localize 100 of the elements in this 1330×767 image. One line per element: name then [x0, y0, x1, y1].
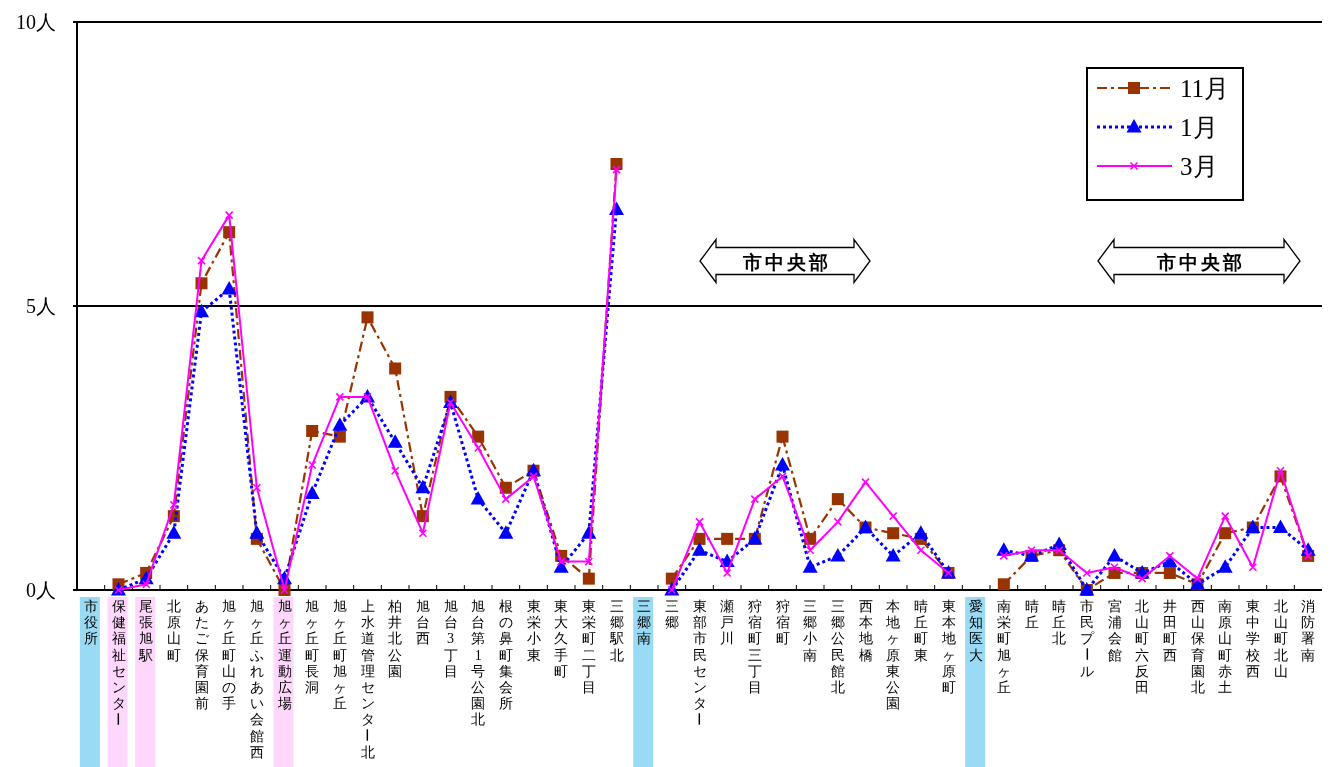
- x-tick-label: 旭ヶ丘町旭ヶ丘: [332, 599, 347, 712]
- x-tick-label: 東中学校西: [1244, 599, 1260, 679]
- point: [304, 485, 320, 499]
- point: [693, 532, 706, 545]
- x-tick-label: 市役所: [83, 599, 98, 647]
- point: [1248, 562, 1258, 572]
- point: [997, 578, 1010, 591]
- point: [999, 551, 1009, 561]
- point: [830, 547, 846, 562]
- point: [197, 256, 206, 265]
- point: [888, 511, 898, 521]
- point: [1163, 566, 1176, 579]
- point: [473, 443, 483, 453]
- point: [307, 460, 317, 470]
- point: [1220, 511, 1230, 521]
- point: [249, 525, 265, 539]
- point: [332, 417, 348, 431]
- point: [221, 280, 237, 295]
- x-tick-label: 消防署南: [1301, 599, 1316, 663]
- x-tick-label: 旭台西: [415, 599, 430, 647]
- x-tick-label: 愛知医大: [969, 599, 984, 663]
- point: [721, 532, 734, 545]
- legend-label: 11月: [1180, 74, 1230, 102]
- point: [776, 430, 789, 443]
- point: [169, 500, 179, 510]
- point: [750, 494, 760, 504]
- x-tick-label: 旭ヶ丘町山の手: [222, 599, 237, 712]
- point: [390, 466, 400, 476]
- x-tick-label: 旭台3丁目: [443, 599, 458, 679]
- x-tick-label: 晴丘町東: [913, 599, 928, 663]
- x-tick-label: 宮浦会館: [1107, 599, 1122, 663]
- point: [584, 557, 594, 566]
- legend-label: 1月: [1180, 113, 1218, 141]
- point: [916, 545, 926, 555]
- point: [389, 362, 402, 375]
- point: [1137, 574, 1147, 583]
- point: [1219, 527, 1232, 540]
- x-tick-label: 東部市民センター: [691, 599, 707, 727]
- x-tick-label: 西本地橋: [857, 599, 873, 663]
- x-tick-label: あたご保育園前: [194, 599, 210, 712]
- point: [501, 494, 511, 504]
- point: [610, 158, 623, 170]
- x-tick-label: 本地ヶ原東公園: [885, 599, 901, 712]
- point: [470, 491, 486, 505]
- x-tick-label: 南原山町赤土: [1218, 599, 1233, 695]
- point: [415, 479, 431, 494]
- y-tick-label: 10人: [16, 11, 56, 33]
- x-tick-label: 東栄小東: [526, 599, 541, 663]
- x-tick-label: 南栄町旭ヶ丘: [996, 599, 1011, 695]
- x-tick-label: 東大久手町: [554, 599, 569, 679]
- point: [861, 477, 870, 487]
- point: [529, 472, 538, 481]
- point: [913, 525, 929, 539]
- x-tick-label: 旭ヶ丘運動広場: [276, 599, 292, 712]
- x-tick-label: 狩宿町三丁目: [747, 599, 762, 695]
- point: [141, 580, 151, 589]
- x-tick-label: 根の鼻町集会所: [498, 599, 513, 712]
- x-tick-label: 旭ヶ丘町長洞: [305, 599, 320, 695]
- x-tick-label: 北山町北山: [1273, 599, 1288, 679]
- point: [805, 545, 815, 555]
- point: [335, 392, 345, 402]
- x-tick-label: 旭台第1号公園北: [471, 599, 486, 728]
- category-label: 旭ヶ丘ふれあい会館西: [249, 599, 264, 760]
- x-tick-label: 狩宿町: [775, 599, 790, 647]
- point: [802, 559, 818, 573]
- point: [831, 493, 844, 506]
- point: [695, 517, 704, 527]
- category-label: 上水道管理センター北: [359, 599, 375, 760]
- point: [361, 311, 374, 324]
- point: [582, 572, 595, 585]
- point: [499, 481, 512, 494]
- x-tick-label: 西山保育園北: [1190, 599, 1205, 695]
- x-tick-label: 三郷駅北: [608, 599, 624, 663]
- x-tick-label: 井田町西: [1162, 599, 1177, 663]
- point: [194, 303, 209, 318]
- y-tick-label: 0人: [26, 579, 56, 601]
- x-tick-label: 三郷南: [637, 599, 652, 647]
- point: [885, 547, 901, 562]
- point: [692, 542, 707, 556]
- point: [1217, 559, 1233, 573]
- annotation: 市中央部: [741, 251, 831, 273]
- point: [778, 472, 787, 481]
- point: [472, 430, 485, 443]
- point: [1107, 547, 1122, 562]
- point: [775, 457, 790, 471]
- y-tick-label: 5人: [26, 295, 56, 317]
- point: [252, 483, 262, 493]
- point: [166, 525, 182, 539]
- x-tick-label: 三郷公民館北: [830, 599, 845, 695]
- point: [1082, 568, 1092, 578]
- x-tick-label: 保健福祉センター: [110, 599, 126, 727]
- annotation: 市中央部: [1155, 251, 1245, 273]
- x-tick-label: 三郷小南: [803, 599, 818, 663]
- point: [306, 424, 319, 437]
- point: [224, 210, 234, 220]
- x-tick-label: 柏井北公園: [387, 599, 403, 679]
- x-tick-label: 瀬戸川: [720, 599, 735, 647]
- x-tick-label: 北山町六反田: [1135, 599, 1150, 695]
- point: [887, 527, 900, 540]
- x-tick-label: 晴丘北: [1052, 599, 1067, 647]
